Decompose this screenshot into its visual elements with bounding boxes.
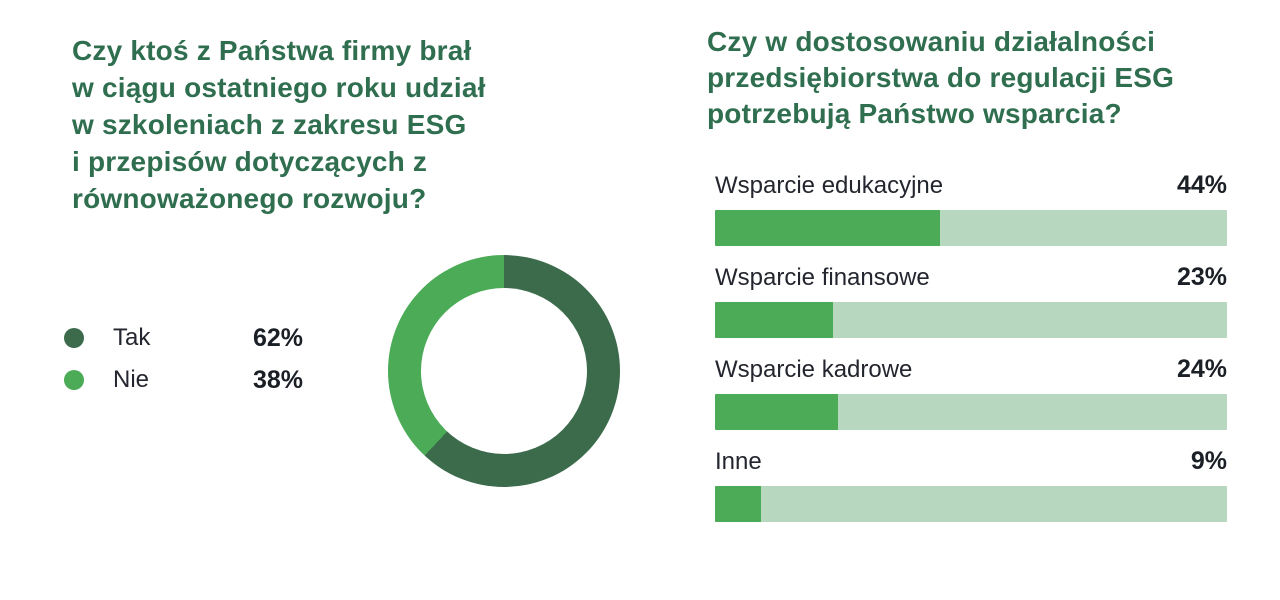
- left-title-line: równoważonego rozwoju?: [72, 183, 427, 214]
- left-title-line: w ciągu ostatniego roku udział: [72, 72, 486, 103]
- bar-chart: Wsparcie edukacyjne 44% Wsparcie finanso…: [715, 171, 1227, 540]
- bar-fill: [715, 302, 833, 338]
- bar-head: Inne 9%: [715, 447, 1227, 476]
- bar-head: Wsparcie finansowe 23%: [715, 263, 1227, 292]
- bar-head: Wsparcie kadrowe 24%: [715, 355, 1227, 384]
- bar-track: [715, 302, 1227, 338]
- donut-hole: [421, 288, 587, 454]
- left-title-line: w szkoleniach z zakresu ESG: [72, 109, 467, 140]
- bar-row-inne: Inne 9%: [715, 447, 1227, 522]
- legend-value: 62%: [253, 323, 304, 352]
- bar-value: 23%: [1176, 263, 1227, 291]
- legend-value: 38%: [253, 365, 304, 394]
- left-chart-title: Czy ktoś z Państwa firmy brał w ciągu os…: [72, 32, 486, 217]
- bar-value: 9%: [1190, 447, 1227, 475]
- bar-track: [715, 486, 1227, 522]
- bar-row-kadrowe: Wsparcie kadrowe 24%: [715, 355, 1227, 430]
- right-chart-title: Czy w dostosowaniu działalności przedsię…: [707, 24, 1174, 132]
- donut-chart: [388, 255, 620, 487]
- bar-fill: [715, 394, 838, 430]
- legend-item-nie: Nie 38%: [64, 359, 303, 401]
- left-title-line: Czy ktoś z Państwa firmy brał: [72, 35, 472, 66]
- bar-row-edukacyjne: Wsparcie edukacyjne 44%: [715, 171, 1227, 246]
- bar-row-finansowe: Wsparcie finansowe 23%: [715, 263, 1227, 338]
- legend-dot-tak: [64, 328, 84, 348]
- bar-label: Wsparcie kadrowe: [715, 356, 913, 383]
- bar-fill: [715, 210, 941, 246]
- bar-track: [715, 394, 1227, 430]
- right-title-line: przedsiębiorstwa do regulacji ESG: [707, 62, 1175, 93]
- bar-label: Inne: [715, 448, 762, 475]
- left-title-line: i przepisów dotyczących z: [72, 146, 428, 177]
- right-title-line: Czy w dostosowaniu działalności: [707, 26, 1156, 57]
- bar-label: Wsparcie edukacyjne: [715, 172, 944, 199]
- legend-label: Tak: [113, 324, 151, 351]
- right-title-line: potrzebują Państwo wsparcia?: [707, 98, 1122, 129]
- bar-value: 44%: [1176, 171, 1227, 199]
- bar-label: Wsparcie finansowe: [715, 264, 930, 291]
- legend-label: Nie: [113, 366, 150, 393]
- donut-legend: Tak 62% Nie 38%: [64, 317, 303, 401]
- legend-item-tak: Tak 62%: [64, 317, 303, 359]
- legend-dot-nie: [64, 370, 84, 390]
- bar-track: [715, 210, 1227, 246]
- bar-head: Wsparcie edukacyjne 44%: [715, 171, 1227, 200]
- bar-fill: [715, 486, 762, 522]
- bar-value: 24%: [1176, 355, 1227, 383]
